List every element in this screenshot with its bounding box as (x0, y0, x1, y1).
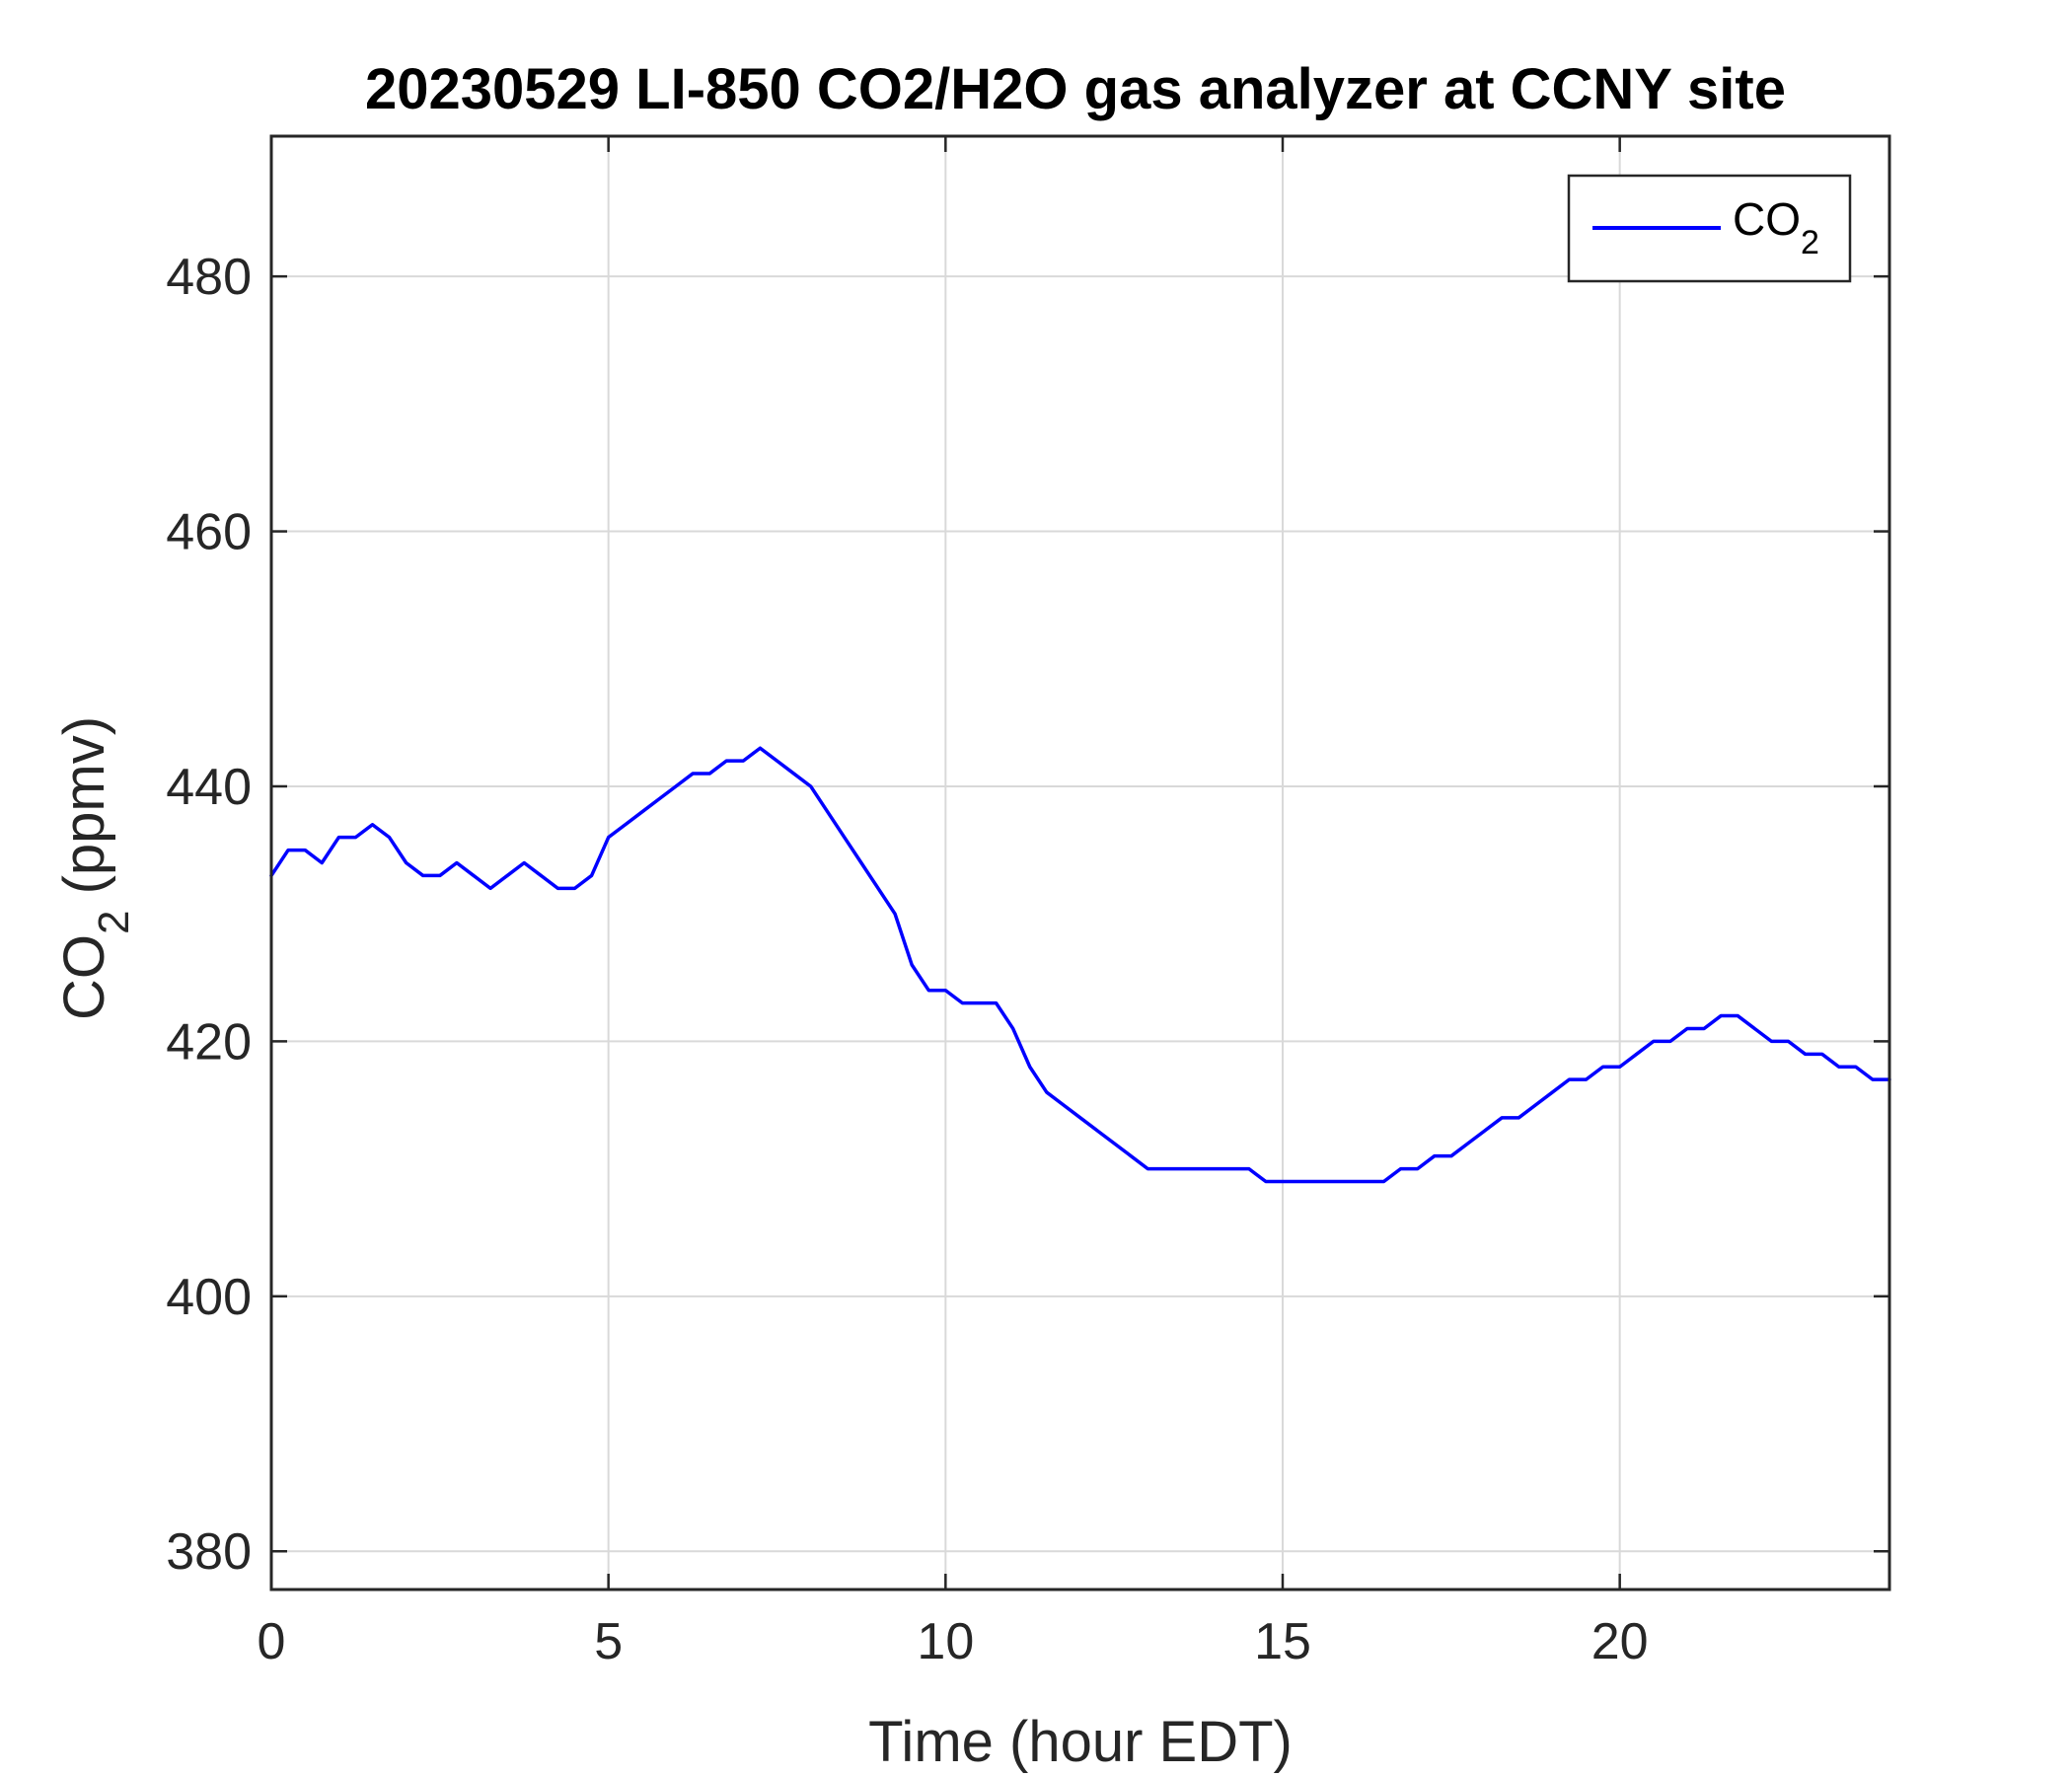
co2-series-line (269, 746, 1891, 1184)
plot-frame (269, 134, 1891, 1591)
y-tick-label: 380 (166, 1523, 252, 1581)
x-tick-label: 15 (1254, 1613, 1311, 1670)
x-tick-label: 20 (1591, 1613, 1649, 1670)
y-tick-label: 440 (166, 759, 252, 816)
axis-layer: 0 5 10 15 20 380 400 420 440 460 480 (166, 136, 1889, 1670)
y-tick-label: 420 (166, 1013, 252, 1071)
x-tick-label: 0 (258, 1613, 286, 1670)
legend-label-base: CO (1733, 193, 1801, 245)
y-tick-label: 480 (166, 249, 252, 306)
chart-title: 20230529 LI-850 CO2/H2O gas analyzer at … (365, 57, 1786, 121)
y-axis-title-suffix: (ppmv) (52, 716, 116, 911)
x-tick-label: 10 (917, 1613, 974, 1670)
x-axis-title: Time (hour EDT) (868, 1710, 1293, 1774)
y-tick-label: 400 (166, 1269, 252, 1326)
series-layer (269, 746, 1891, 1184)
legend-label-subscript: 2 (1801, 224, 1819, 261)
y-axis-title-subscript: 2 (90, 911, 138, 934)
grid-layer (270, 136, 1889, 1590)
y-tick-label: 460 (166, 504, 252, 561)
legend: CO2 (1567, 174, 1852, 283)
x-tick-label: 5 (594, 1613, 623, 1670)
legend-label: CO2 (1733, 193, 1819, 261)
y-axis-title: CO2 (ppmv) (52, 716, 138, 1020)
y-axis-title-base: CO (52, 934, 116, 1020)
